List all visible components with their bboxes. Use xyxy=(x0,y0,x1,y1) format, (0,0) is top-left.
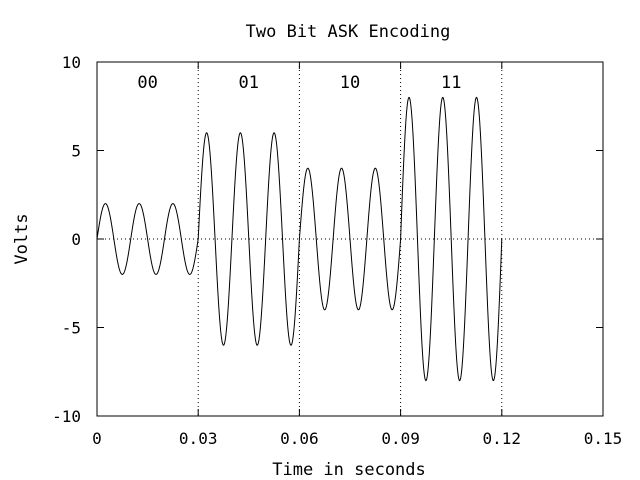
plot-area: 10 5 0 -5 -10 0 0.03 0.06 0.09 0.12 0.15 00 01 10 11 xyxy=(52,53,622,448)
x-tick-label-1: 0.03 xyxy=(179,429,218,448)
segment-label-00: 00 xyxy=(137,73,157,93)
waveform-segment-11 xyxy=(400,96,503,382)
waveform-segment-10 xyxy=(298,167,402,311)
x-tick-label-0: 0 xyxy=(92,429,102,448)
segment-label-10: 10 xyxy=(340,73,360,93)
waveform-segment-01 xyxy=(197,132,300,346)
waveform-segment-00 xyxy=(96,203,199,275)
x-tick-label-2: 0.06 xyxy=(280,429,319,448)
y-tick-label-3: -5 xyxy=(62,319,81,338)
y-tick-label-4: -10 xyxy=(52,407,81,426)
chart-title: Two Bit ASK Encoding xyxy=(246,22,451,42)
y-tick-label-0: 10 xyxy=(62,53,81,72)
segment-label-11: 11 xyxy=(441,73,461,93)
y-tick-label-2: 0 xyxy=(71,230,81,249)
x-tick-label-4: 0.12 xyxy=(483,429,522,448)
x-axis-label: Time in seconds xyxy=(272,460,426,480)
x-tick-label-3: 0.09 xyxy=(381,429,420,448)
y-axis-label: Volts xyxy=(12,213,32,264)
segment-label-01: 01 xyxy=(239,73,259,93)
y-tick-label-1: 5 xyxy=(71,142,81,161)
x-tick-label-5: 0.15 xyxy=(584,429,623,448)
